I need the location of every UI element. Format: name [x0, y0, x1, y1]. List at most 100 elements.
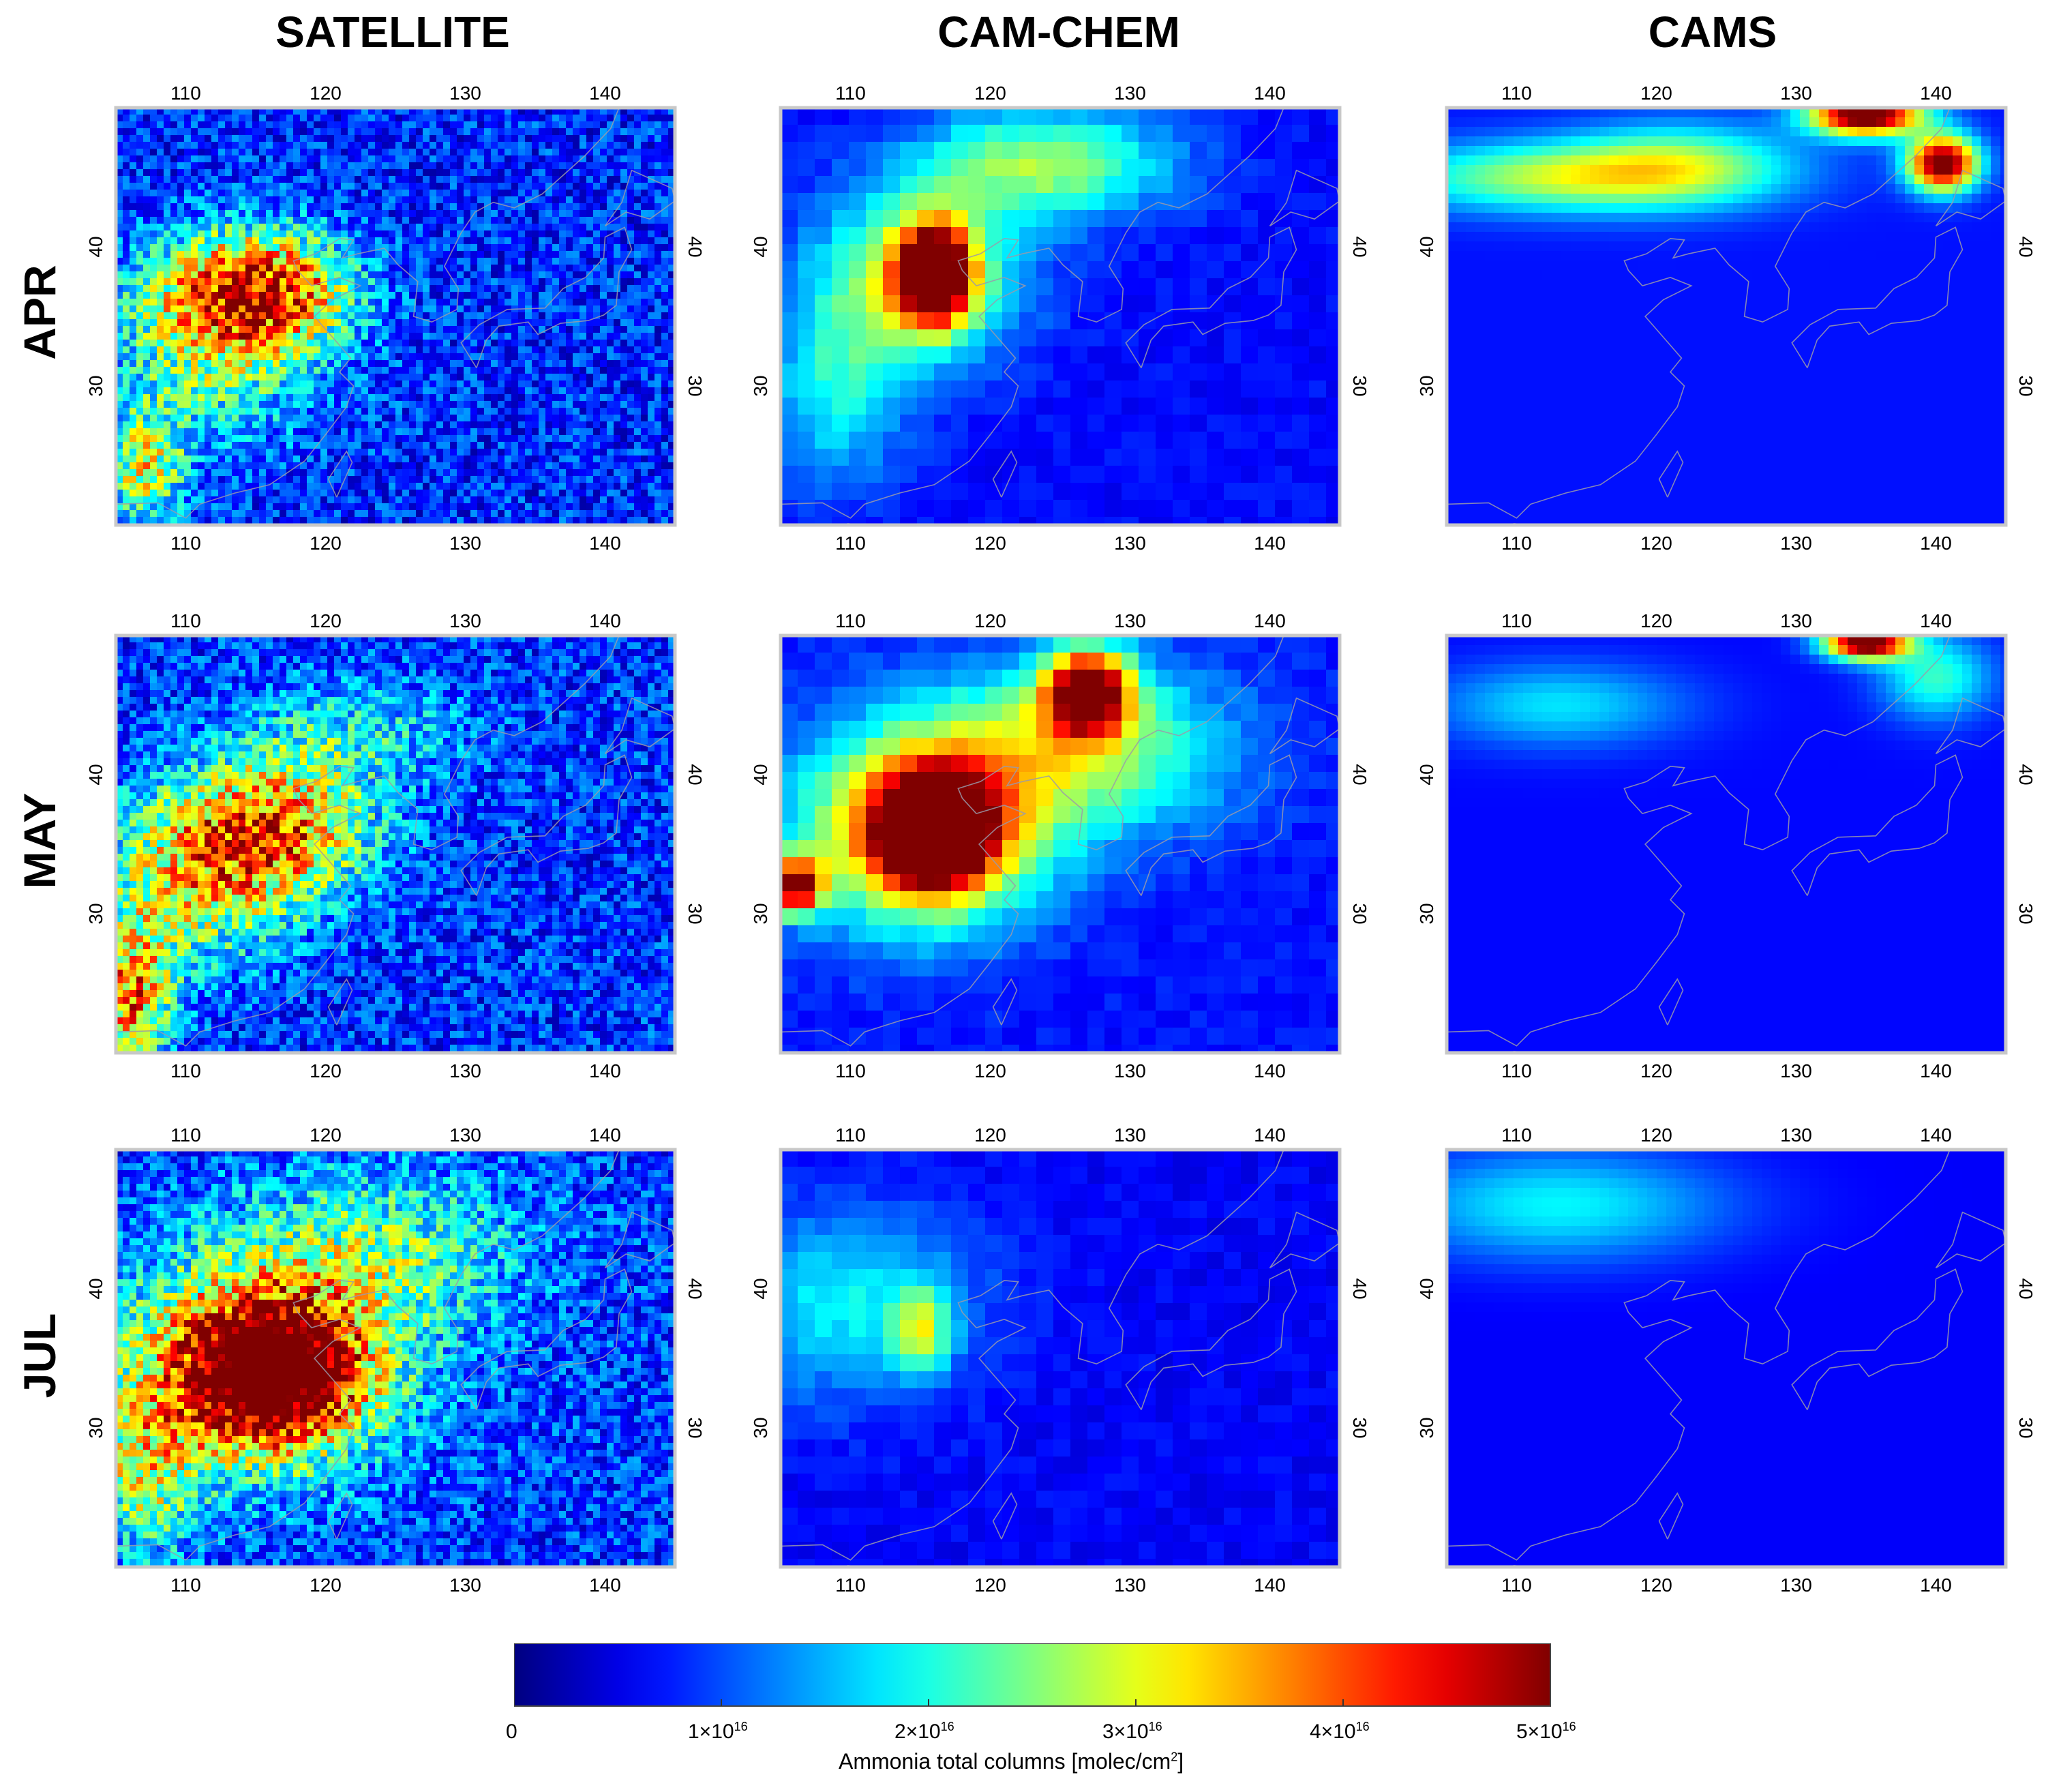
lon-tick-bottom: 120	[310, 1574, 342, 1596]
map-panel-jul-satellite: 110 110 120 120 130 130 140 140 40 40 30 30	[85, 1124, 706, 1596]
map-frame	[114, 633, 677, 1055]
lon-tick-top: 130	[1780, 610, 1812, 631]
lon-tick-top: 130	[449, 1124, 481, 1146]
map-frame	[114, 1148, 677, 1569]
column-title-cam-chem: CAM-CHEM	[752, 7, 1366, 57]
map-panel-may-cams: 110 110 120 120 130 130 140 140 40 40 30 30	[1416, 610, 2036, 1081]
lon-tick-bottom: 120	[1640, 1574, 1672, 1596]
lon-tick-bottom: 130	[1780, 533, 1812, 554]
map-frame	[779, 106, 1342, 527]
lon-tick-bottom: 130	[449, 1060, 481, 1081]
lon-tick-top: 140	[1920, 83, 1952, 104]
column-title-cams: CAMS	[1406, 7, 2019, 57]
lon-tick-bottom: 130	[1114, 533, 1146, 554]
lon-tick-bottom: 140	[1920, 1060, 1952, 1081]
lat-tick-right: 40	[1349, 764, 1370, 785]
lon-tick-top: 120	[1640, 83, 1672, 104]
lat-tick-right: 40	[2015, 1278, 2036, 1299]
lat-tick-right: 30	[684, 903, 706, 924]
lat-tick-left: 40	[1416, 236, 1437, 257]
lat-tick-right: 30	[2015, 1417, 2036, 1438]
lon-tick-top: 110	[170, 83, 201, 104]
lat-tick-right: 40	[1349, 236, 1370, 257]
colorbar-tick-0: 0	[506, 1720, 517, 1744]
lon-tick-bottom: 110	[1501, 1574, 1532, 1596]
lon-tick-bottom: 130	[1780, 1574, 1812, 1596]
lon-tick-top: 110	[1501, 83, 1532, 104]
lon-tick-top: 110	[835, 1124, 866, 1146]
lon-tick-top: 120	[310, 83, 342, 104]
lon-tick-top: 120	[310, 1124, 342, 1146]
colorbar-label: Ammonia total columns [molec/cm2]	[839, 1749, 1184, 1774]
lat-tick-right: 30	[1349, 903, 1370, 924]
lon-tick-top: 120	[974, 1124, 1006, 1146]
lon-tick-bottom: 140	[1254, 1060, 1286, 1081]
lat-tick-right: 40	[2015, 764, 2036, 785]
map-panel-may-cam-chem: 110 110 120 120 130 130 140 140 40 40 30 30	[750, 610, 1370, 1081]
lat-tick-left: 40	[750, 236, 771, 257]
lat-tick-right: 30	[1349, 1417, 1370, 1438]
map-frame	[1445, 106, 2008, 527]
lon-tick-top: 130	[1780, 1124, 1812, 1146]
lat-tick-right: 30	[2015, 903, 2036, 924]
lat-tick-left: 30	[1416, 903, 1437, 924]
lon-tick-bottom: 130	[1114, 1574, 1146, 1596]
lon-tick-bottom: 140	[589, 1574, 621, 1596]
map-panel-apr-cam-chem: 110 110 120 120 130 130 140 140 40 40 30 30	[750, 83, 1370, 554]
lat-tick-right: 40	[1349, 1278, 1370, 1299]
map-frame	[114, 106, 677, 527]
lon-tick-bottom: 140	[1254, 533, 1286, 554]
lon-tick-top: 110	[1501, 1124, 1532, 1146]
lat-tick-left: 30	[1416, 1417, 1437, 1438]
lon-tick-top: 110	[835, 610, 866, 631]
lat-tick-right: 40	[2015, 236, 2036, 257]
map-frame	[779, 633, 1342, 1055]
lon-tick-top: 140	[1920, 1124, 1952, 1146]
lon-tick-top: 130	[449, 83, 481, 104]
lat-tick-left: 40	[1416, 1278, 1437, 1299]
colorbar-tick-1: 1×1016	[688, 1720, 748, 1744]
lon-tick-top: 140	[589, 1124, 621, 1146]
lon-tick-top: 120	[1640, 1124, 1672, 1146]
lon-tick-bottom: 140	[1254, 1574, 1286, 1596]
lat-tick-left: 30	[85, 375, 106, 396]
lat-tick-left: 30	[85, 1417, 106, 1438]
lat-tick-left: 30	[750, 375, 771, 396]
lon-tick-bottom: 110	[170, 1060, 201, 1081]
lon-tick-bottom: 120	[1640, 533, 1672, 554]
lon-tick-bottom: 120	[1640, 1060, 1672, 1081]
map-frame	[1445, 1148, 2008, 1569]
lon-tick-top: 130	[1780, 83, 1812, 104]
lat-tick-left: 30	[750, 903, 771, 924]
lat-tick-right: 40	[684, 764, 706, 785]
colorbar-tick-5: 5×1016	[1516, 1720, 1576, 1744]
lat-tick-left: 30	[750, 1417, 771, 1438]
lon-tick-top: 140	[589, 610, 621, 631]
lon-tick-top: 110	[170, 610, 201, 631]
colorbar-tick-3: 3×1016	[1102, 1720, 1162, 1744]
lat-tick-left: 30	[1416, 375, 1437, 396]
lon-tick-top: 140	[1254, 610, 1286, 631]
lon-tick-bottom: 140	[589, 1060, 621, 1081]
map-panel-apr-cams: 110 110 120 120 130 130 140 140 40 40 30 30	[1416, 83, 2036, 554]
lon-tick-top: 120	[310, 610, 342, 631]
lat-tick-right: 40	[684, 1278, 706, 1299]
lat-tick-right: 30	[684, 1417, 706, 1438]
lon-tick-bottom: 140	[1920, 533, 1952, 554]
lat-tick-left: 40	[85, 1278, 106, 1299]
lat-tick-right: 30	[2015, 375, 2036, 396]
lon-tick-bottom: 120	[974, 1574, 1006, 1596]
column-title-satellite: SATELLITE	[86, 7, 699, 57]
lon-tick-top: 140	[1254, 1124, 1286, 1146]
lon-tick-top: 120	[974, 83, 1006, 104]
lon-tick-top: 140	[1254, 83, 1286, 104]
lon-tick-bottom: 110	[170, 1574, 201, 1596]
lat-tick-left: 40	[750, 1278, 771, 1299]
lat-tick-left: 40	[85, 764, 106, 785]
map-frame	[779, 1148, 1342, 1569]
lat-tick-left: 40	[1416, 764, 1437, 785]
lon-tick-top: 120	[1640, 610, 1672, 631]
lon-tick-bottom: 140	[589, 533, 621, 554]
lon-tick-top: 110	[1501, 610, 1532, 631]
map-panel-jul-cams: 110 110 120 120 130 130 140 140 40 40 30 30	[1416, 1124, 2036, 1596]
